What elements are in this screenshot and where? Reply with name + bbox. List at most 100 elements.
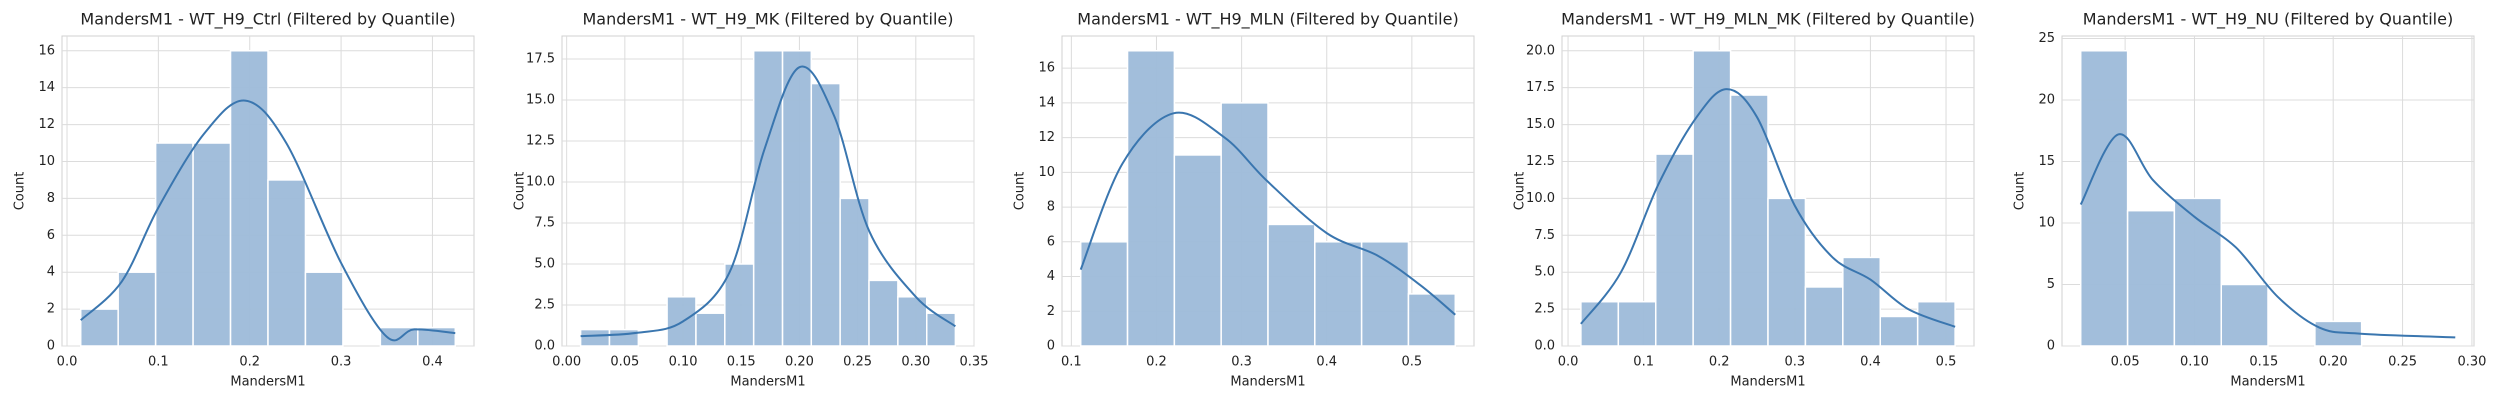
bar <box>1267 223 1316 347</box>
y-axis-label: Count <box>513 172 528 211</box>
x-tick-label: 0.05 <box>2111 355 2140 370</box>
y-tick-label: 15.0 <box>1526 117 1555 132</box>
y-tick-label: 16 <box>38 43 55 58</box>
y-axis-label: Count <box>13 172 28 211</box>
kde-line <box>1079 111 1456 316</box>
x-tick-label: 0.0 <box>1558 355 1579 370</box>
y-axis-label: Count <box>1513 172 1528 211</box>
y-tick-label: 0 <box>47 339 55 354</box>
chart-panel: 0.0 2.5 5.0 7.5 10.0 12.5 15.0 17.5 0.00 0.05 0.10… <box>513 10 989 390</box>
bar <box>154 142 194 347</box>
bar <box>117 271 157 347</box>
bar <box>1220 102 1269 347</box>
y-tick-label: 0 <box>2047 339 2055 354</box>
x-tick-label: 0.05 <box>610 355 639 370</box>
kde-line <box>580 65 956 338</box>
x-tick-label: 0.5 <box>1402 355 1423 370</box>
x-tick-label: 0.2 <box>1709 355 1730 370</box>
bar <box>897 296 928 347</box>
y-tick-label: 6 <box>1047 234 1055 249</box>
y-tick-label: 12 <box>1038 130 1055 145</box>
bar <box>1842 256 1882 347</box>
bar <box>868 279 899 347</box>
bar <box>1692 50 1732 347</box>
x-tick-label: 0.4 <box>1860 355 1881 370</box>
y-tick-label: 25 <box>2038 31 2055 46</box>
x-tick-label: 0.2 <box>239 355 260 370</box>
x-tick-label: 0.4 <box>422 355 443 370</box>
bar <box>2079 50 2129 347</box>
x-tick-label: 0.20 <box>785 355 814 370</box>
y-tick-label: 12.5 <box>1526 154 1555 169</box>
y-tick-label: 10 <box>38 154 55 169</box>
bar <box>839 197 870 347</box>
bar <box>1617 300 1657 347</box>
x-tick-label: 0.00 <box>552 355 581 370</box>
y-tick-label: 8 <box>1047 200 1055 215</box>
bar <box>579 328 611 347</box>
bar <box>1079 241 1129 347</box>
chart-panel: 0.0 2.5 5.0 7.5 10.0 12.5 15.0 17.5 20.0 0.0 0.1 0.… <box>1513 10 1975 390</box>
x-axis-label: MandersM1 <box>1230 375 1305 390</box>
chart-panel: 0 2 4 6 8 10 12 14 16 0.1 0.2 0.3 0.4 0.5 MandersM1 - … <box>1013 10 1475 390</box>
y-tick-label: 0.0 <box>534 339 555 354</box>
y-tick-label: 2.5 <box>1534 302 1555 317</box>
bar <box>304 271 344 347</box>
y-tick-label: 6 <box>47 228 55 243</box>
x-tick-label: 0.20 <box>2319 355 2348 370</box>
x-tick-label: 0.25 <box>843 355 872 370</box>
chart-title: MandersM1 - WT_H9_MLN (Filtered by Quant… <box>1077 10 1458 30</box>
y-tick-label: 14 <box>1038 95 1055 110</box>
y-tick-label: 10 <box>1038 165 1055 180</box>
bar <box>1314 241 1363 347</box>
y-tick-label: 5.0 <box>1534 265 1555 280</box>
y-tick-label: 15 <box>2038 154 2055 169</box>
y-tick-label: 4 <box>47 265 55 280</box>
y-tick-label: 10.0 <box>1526 191 1555 206</box>
bar <box>925 312 957 347</box>
x-tick-label: 0.10 <box>669 355 698 370</box>
bar <box>267 179 307 347</box>
bar <box>752 50 784 347</box>
x-tick-label: 0.35 <box>960 355 989 370</box>
bar <box>1407 293 1457 347</box>
chart-title: MandersM1 - WT_H9_Ctrl (Filtered by Quan… <box>80 10 455 30</box>
x-tick-label: 0.10 <box>2180 355 2209 370</box>
bar <box>1173 154 1222 347</box>
y-tick-label: 10 <box>2038 215 2055 230</box>
y-tick-label: 14 <box>38 80 55 95</box>
x-tick-label: 0.4 <box>1316 355 1337 370</box>
y-tick-label: 15.0 <box>526 92 555 107</box>
x-axis-label: MandersM1 <box>2230 375 2305 390</box>
chart-panel: 0 5 10 15 20 25 0.05 0.10 0.15 0.20 0.25 0.30 Mander… <box>2013 10 2487 390</box>
x-tick-label: 0.1 <box>1061 355 1082 370</box>
y-tick-label: 20 <box>2038 92 2055 107</box>
x-tick-label: 0.30 <box>901 355 930 370</box>
x-tick-label: 0.3 <box>1784 355 1805 370</box>
chart-panel: 0 2 4 6 8 10 12 14 16 0.0 0.1 0.2 0.3 0.4 MandersM1 - … <box>13 10 475 390</box>
bar <box>2220 283 2269 347</box>
y-tick-label: 2.5 <box>534 297 555 312</box>
y-tick-label: 7.5 <box>534 215 555 230</box>
bar <box>1879 315 1919 347</box>
bar <box>1767 197 1807 347</box>
y-tick-label: 2 <box>1047 304 1055 319</box>
y-tick-label: 2 <box>47 302 55 317</box>
y-tick-label: 7.5 <box>1534 228 1555 243</box>
y-tick-label: 12.5 <box>526 133 555 148</box>
bar <box>2126 209 2176 347</box>
bar <box>810 82 841 347</box>
bar <box>1804 286 1844 347</box>
bar <box>2173 197 2223 347</box>
bar <box>781 50 813 347</box>
y-tick-label: 20.0 <box>1526 43 1555 58</box>
y-tick-label: 16 <box>1038 61 1055 76</box>
bar <box>1729 94 1769 347</box>
bar <box>724 263 755 347</box>
x-tick-label: 0.5 <box>1936 355 1957 370</box>
y-axis-label: Count <box>1013 172 1028 211</box>
chart-title: MandersM1 - WT_H9_MLN_MK (Filtered by Qu… <box>1561 10 1975 30</box>
y-tick-label: 17.5 <box>1526 80 1555 95</box>
x-tick-label: 0.25 <box>2388 355 2417 370</box>
